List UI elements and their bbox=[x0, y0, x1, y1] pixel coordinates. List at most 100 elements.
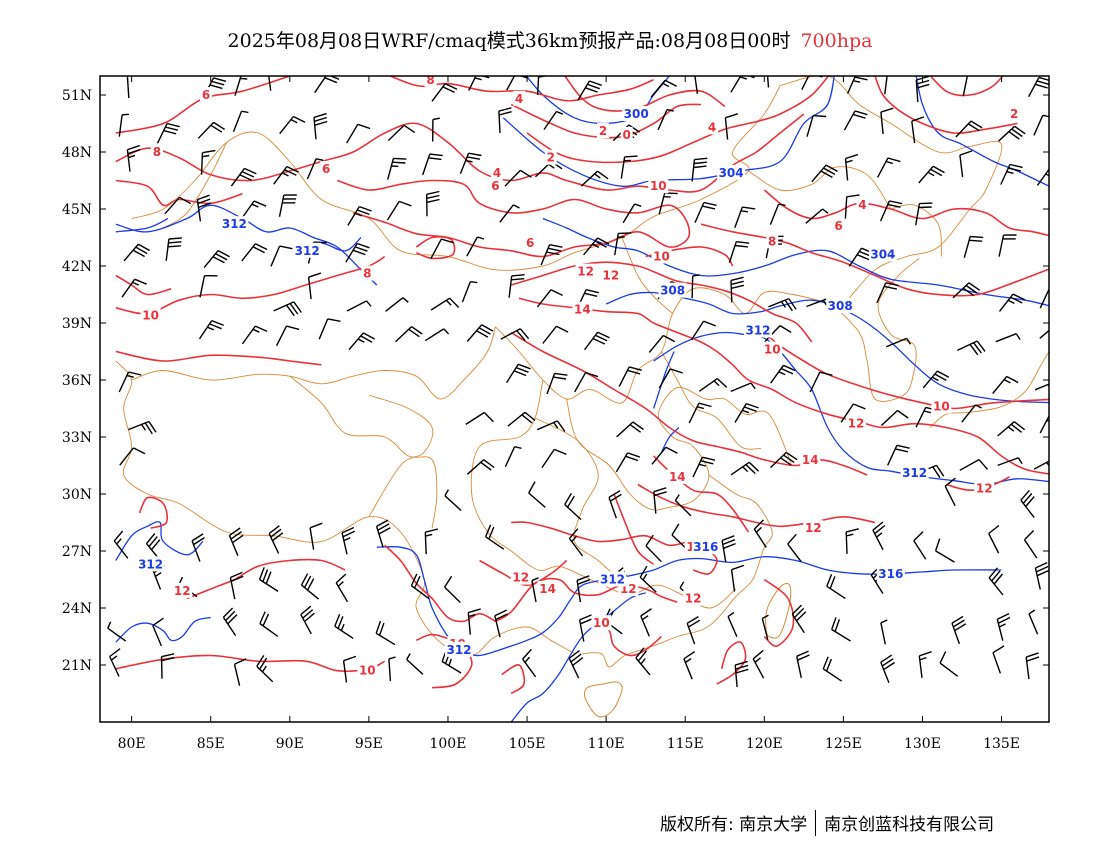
temperature-label: 12 bbox=[685, 592, 702, 606]
wind-barb bbox=[769, 203, 786, 225]
temperature-label-bg bbox=[974, 480, 995, 496]
temperature-label-bg bbox=[172, 582, 193, 598]
height-label-bg bbox=[622, 106, 651, 121]
height-label-bg bbox=[293, 242, 322, 258]
wind-barb bbox=[796, 650, 810, 678]
footer-separator bbox=[815, 810, 817, 836]
wind-barb bbox=[761, 614, 769, 640]
wind-barb bbox=[1033, 114, 1049, 136]
wind-barb bbox=[222, 607, 238, 636]
temperature-label-bg bbox=[140, 307, 161, 323]
wind-barb bbox=[345, 242, 370, 263]
height-label-bg bbox=[220, 216, 249, 232]
wind-barb bbox=[764, 325, 792, 343]
temperature-label: 6 bbox=[491, 179, 499, 193]
wind-barb bbox=[618, 366, 642, 387]
temperature-contour bbox=[874, 76, 1018, 134]
footer-left: 版权所有: 南京大学 bbox=[660, 815, 808, 835]
lon-label: 125E bbox=[825, 736, 862, 752]
wind-barb bbox=[959, 150, 973, 177]
wind-barb bbox=[728, 241, 750, 263]
wind-barb bbox=[342, 655, 357, 683]
border-line bbox=[621, 237, 673, 314]
wind-barb bbox=[568, 528, 584, 557]
temperature-label: 8 bbox=[768, 234, 776, 248]
wind-barb bbox=[165, 237, 182, 261]
height-label: 300 bbox=[624, 107, 649, 121]
height-contour bbox=[376, 545, 1002, 657]
wind-barb bbox=[506, 76, 528, 91]
temperature-label-bg bbox=[1008, 106, 1021, 121]
wind-barb bbox=[734, 402, 759, 423]
wind-barb bbox=[270, 245, 293, 267]
temperature-label: 8 bbox=[426, 73, 434, 87]
wind-barb bbox=[505, 363, 531, 384]
height-label: 308 bbox=[828, 299, 853, 313]
wind-barb bbox=[568, 649, 584, 679]
wind-barb bbox=[911, 116, 925, 144]
wind-barb bbox=[887, 444, 910, 466]
wind-barb bbox=[275, 325, 300, 347]
wind-barb bbox=[121, 278, 147, 298]
wind-barb bbox=[118, 113, 130, 137]
height-label-bg bbox=[717, 164, 746, 180]
temperature-label-bg bbox=[683, 590, 704, 606]
wind-barb bbox=[422, 153, 443, 176]
wind-barb bbox=[843, 110, 868, 131]
temperature-contour bbox=[115, 76, 291, 134]
temperature-label: 12 bbox=[512, 571, 529, 585]
footer-right: 南京创蓝科技有限公司 bbox=[824, 815, 995, 835]
wind-barb bbox=[465, 411, 494, 425]
wind-barb bbox=[1034, 561, 1049, 590]
temperature-contour bbox=[115, 274, 172, 296]
wind-barb bbox=[997, 421, 1026, 437]
wind-barb bbox=[1039, 414, 1049, 434]
wind-barb bbox=[694, 201, 717, 223]
temperature-contour bbox=[115, 179, 243, 207]
temperature-contour bbox=[763, 331, 1049, 410]
wind-barb bbox=[845, 528, 859, 554]
wind-barb bbox=[233, 658, 247, 686]
wind-barb bbox=[410, 573, 430, 600]
lat-label: 42N bbox=[62, 259, 92, 275]
wind-barb bbox=[998, 234, 1017, 257]
temperature-label: 12 bbox=[805, 521, 822, 535]
wind-barb bbox=[1027, 76, 1049, 98]
lat-label: 21N bbox=[62, 658, 92, 674]
wind-barb bbox=[934, 538, 955, 563]
wind-barb bbox=[318, 318, 341, 340]
wind-barb bbox=[314, 76, 340, 94]
wind-barb bbox=[939, 651, 959, 677]
wind-barb bbox=[683, 651, 696, 680]
wind-barb bbox=[541, 448, 567, 468]
temperature-label: 10 bbox=[593, 616, 610, 630]
temperature-label-bg bbox=[620, 126, 633, 142]
wind-barb bbox=[334, 613, 354, 639]
pressure-level: 700hpa bbox=[800, 30, 873, 52]
temperature-label: 6 bbox=[526, 236, 534, 250]
temperature-label: 12 bbox=[848, 417, 865, 431]
geopotential-height-contours bbox=[115, 76, 1049, 722]
lat-label: 24N bbox=[62, 601, 92, 617]
wind-barb bbox=[831, 617, 851, 642]
height-label: 312 bbox=[295, 244, 320, 258]
wind-barb bbox=[498, 107, 512, 134]
temperature-contour bbox=[138, 496, 169, 529]
wind-barb bbox=[640, 608, 652, 637]
wind-barb bbox=[996, 612, 1011, 641]
lat-label: 33N bbox=[62, 430, 92, 446]
wind-barb bbox=[256, 655, 274, 683]
wind-barb bbox=[577, 80, 602, 101]
temperature-label: 4 bbox=[493, 166, 501, 180]
wind-barb bbox=[913, 531, 927, 560]
wind-barb bbox=[123, 243, 151, 262]
wind-barb bbox=[278, 194, 297, 217]
height-contour bbox=[660, 427, 680, 453]
height-contour bbox=[542, 217, 1049, 307]
wind-barb bbox=[583, 331, 610, 351]
lat-label: 36N bbox=[62, 373, 92, 389]
wind-barb bbox=[230, 167, 257, 187]
wind-barb bbox=[241, 243, 268, 262]
wind-barb bbox=[998, 293, 1026, 312]
